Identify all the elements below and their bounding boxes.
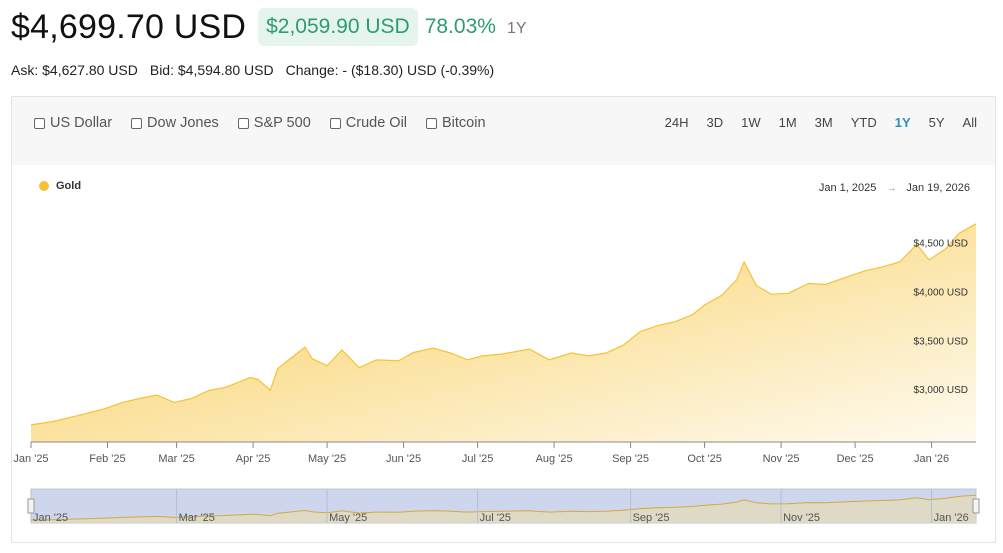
navigator-right-handle[interactable] (972, 498, 980, 514)
navigator-tick-label: Sep '25 (633, 512, 670, 524)
x-tick-label: Sep '25 (612, 453, 649, 465)
y-tick-label: $3,500 USD (914, 336, 968, 347)
navigator-area (31, 495, 976, 523)
navigator-left-handle[interactable] (27, 498, 35, 514)
compare-label: Crude Oil (345, 115, 408, 131)
x-tick-label: Jun '25 (386, 453, 421, 465)
range-1w-button[interactable]: 1W (741, 115, 761, 130)
compare-label: Dow Jones (147, 115, 219, 131)
x-tick-label: Dec '25 (837, 453, 874, 465)
x-tick-label: Nov '25 (763, 453, 800, 465)
x-tick-label: Jan '25 (13, 453, 48, 465)
navigator-line (30, 494, 977, 521)
x-tick-label: May '25 (308, 453, 346, 465)
navigator-tick-label: Jan '25 (33, 512, 68, 524)
range-1m-button[interactable]: 1M (778, 115, 797, 130)
checkbox-icon[interactable] (329, 117, 341, 129)
checkbox-icon[interactable] (131, 117, 143, 129)
chart-panel: Jan '25 Feb '25 Mar '25 Apr '25 May '25 Jun '… (11, 96, 996, 543)
compare-us-dollar[interactable]: US Dollar (34, 115, 112, 131)
gold-legend-dot (39, 181, 49, 191)
range-all-button[interactable]: All (962, 115, 977, 130)
x-tick-label: Aug '25 (536, 453, 573, 465)
ask-price: Ask: $4,627.80 USD (11, 62, 138, 78)
period-label: 1Y (506, 20, 527, 37)
x-tick-label: Jan '26 (914, 453, 949, 465)
navigator-tick-label: May '25 (329, 512, 367, 524)
compare-crude-oil[interactable]: Crude Oil (329, 115, 408, 131)
checkbox-icon[interactable] (34, 117, 45, 129)
navigator-tick-label: Jul '25 (480, 512, 511, 524)
range-5y-button[interactable]: 5Y (928, 115, 945, 130)
compare-bitcoin[interactable]: Bitcoin (426, 115, 486, 131)
checkbox-icon[interactable] (426, 117, 438, 129)
date-range-start[interactable]: Jan 1, 2025 (818, 182, 877, 194)
chart-legend[interactable]: Gold (39, 180, 81, 192)
x-tick-label: Oct '25 (687, 453, 722, 465)
y-tick-label: $4,000 USD (914, 287, 968, 298)
navigator-tick-label: Jan '26 (934, 512, 969, 524)
range-ytd-button[interactable]: YTD (850, 115, 877, 130)
compare-label: US Dollar (50, 115, 113, 131)
compare-label: Bitcoin (442, 115, 486, 131)
arrow-right-icon: → (886, 182, 897, 194)
change-amount-badge: $2,059.90 USD (258, 8, 418, 46)
date-range-end[interactable]: Jan 19, 2026 (906, 182, 970, 194)
bid-price: Bid: $4,594.80 USD (149, 62, 274, 78)
x-tick-label: Jul '25 (462, 453, 493, 465)
range-24h-button[interactable]: 24H (664, 115, 689, 130)
change-percent: 78.03% (424, 15, 496, 38)
compare-dow-jones[interactable]: Dow Jones (131, 115, 219, 131)
checkbox-icon[interactable] (237, 117, 249, 129)
range-selector: 24H 3D 1W 1M 3M YTD 1Y 5Y All (647, 115, 977, 130)
x-tick-label: Mar '25 (158, 453, 194, 465)
navigator-tick-label: Nov '25 (783, 512, 820, 524)
compare-sp-500[interactable]: S&P 500 (237, 115, 311, 131)
range-3m-button[interactable]: 3M (814, 115, 833, 130)
gold-series-line (30, 223, 977, 426)
quote-row: Ask: $4,627.80 USD Bid: $4,594.80 USD Ch… (11, 62, 494, 78)
x-tick-label: Apr '25 (236, 453, 271, 465)
current-price: $4,699.70 USD (11, 7, 247, 46)
change-info: Change: - ($18.30) USD (-0.39%) (285, 62, 495, 78)
y-tick-label: $4,500 USD (914, 238, 968, 249)
price-chart: Jan '25 Feb '25 Mar '25 Apr '25 May '25 Jun '… (13, 223, 980, 524)
legend-label-gold: Gold (56, 180, 82, 192)
compare-list: US Dollar Dow Jones S&P 500 Crude Oil Bi… (34, 115, 505, 131)
range-1y-button[interactable]: 1Y (894, 115, 911, 130)
compare-label: S&P 500 (253, 115, 311, 131)
gold-area (31, 223, 976, 442)
date-range[interactable]: Jan 1, 2025 → Jan 19, 2026 (819, 182, 970, 194)
price-header: $4,699.70 USD $2,059.90 USD 78.03% 1Y (11, 5, 527, 49)
y-tick-label: $3,000 USD (914, 385, 968, 396)
x-tick-label: Feb '25 (89, 453, 125, 465)
navigator-tick-label: Mar '25 (179, 512, 215, 524)
chart-toolbar: US Dollar Dow Jones S&P 500 Crude Oil Bi… (12, 97, 995, 165)
range-3d-button[interactable]: 3D (706, 115, 724, 130)
